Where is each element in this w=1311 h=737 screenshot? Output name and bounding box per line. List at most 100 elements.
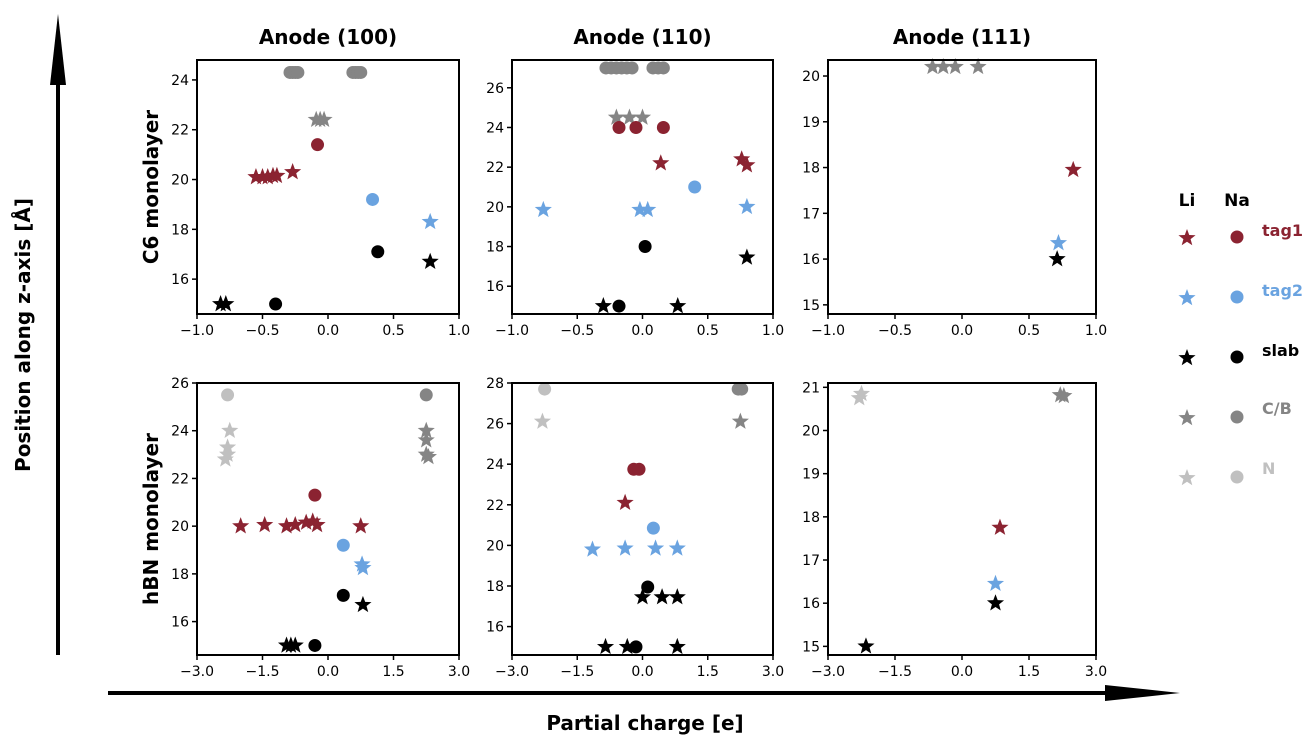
x-tick-label: 3.0 — [762, 664, 784, 680]
data-point-star — [946, 57, 964, 75]
data-point-star — [247, 168, 265, 185]
data-point-star — [738, 197, 756, 215]
y-tick-label: 18 — [802, 161, 820, 177]
data-point-star — [1049, 234, 1068, 251]
data-point-star — [219, 445, 237, 462]
data-point-star — [850, 389, 868, 406]
data-point-star — [646, 539, 665, 556]
data-point-star — [991, 518, 1009, 535]
data-point-circle — [688, 180, 702, 194]
data-point-star — [633, 588, 652, 605]
x-tick-label: 0.5 — [697, 323, 719, 339]
data-point-star — [653, 588, 671, 605]
y-tick-label: 18 — [171, 222, 189, 238]
legend-circle-marker — [1230, 350, 1244, 364]
y-tick-label: 24 — [171, 424, 189, 440]
column-titles: Anode (100) Anode (110) Anode (111) — [259, 25, 1031, 49]
panel: −3.0 −1.5 0.0 1.5 3.0 16 18 20 22 24 26 — [171, 376, 470, 680]
data-point-star — [852, 384, 871, 402]
column-title: Anode (100) — [259, 25, 397, 49]
panel-frame — [827, 382, 1097, 656]
y-tick-label: 26 — [486, 417, 504, 433]
column-title: Anode (111) — [893, 25, 1031, 49]
data-point-star — [259, 168, 277, 185]
y-tick-label: 19 — [802, 467, 820, 483]
x-tick-label: −1.5 — [560, 664, 594, 680]
legend-label: C/B — [1262, 399, 1292, 418]
data-point-star — [923, 57, 942, 75]
data-point-star — [304, 512, 322, 529]
data-point-star — [738, 156, 756, 173]
y-tick-label: 20 — [171, 173, 189, 189]
y-tick-label: 20 — [802, 69, 820, 85]
panel-frame — [511, 382, 774, 656]
data-point-circle — [336, 538, 350, 552]
data-point-star — [284, 163, 302, 180]
data-point-star — [216, 450, 234, 467]
legend-circle-marker — [1230, 410, 1244, 424]
data-point-star — [421, 252, 439, 269]
panel: −3.0 −1.5 0.0 1.5 3.0 16 18 20 22 24 26 28 — [486, 376, 784, 680]
y-tick-label: 18 — [486, 240, 504, 256]
y-tick-label: 28 — [486, 376, 504, 392]
data-point-star — [534, 200, 552, 218]
data-point-star — [354, 558, 372, 576]
data-point-circle — [625, 61, 639, 75]
panel-frame — [196, 59, 460, 315]
y-tick-label: 20 — [802, 423, 820, 439]
y-tick-label: 26 — [486, 81, 504, 97]
legend-label: N — [1262, 459, 1275, 478]
data-point-circle — [646, 521, 660, 535]
x-tick-label: −3.0 — [811, 664, 845, 680]
row-title: hBN monolayer — [139, 433, 163, 605]
data-point-circle — [612, 120, 626, 134]
data-point-star — [417, 421, 435, 438]
legend-star-marker — [1178, 289, 1196, 306]
y-tick-label: 18 — [171, 567, 189, 583]
panel: −1.0 −0.5 0.0 0.5 1.0 16 18 20 22 24 26 — [486, 59, 784, 339]
x-axis-arrow — [108, 685, 1180, 701]
x-tick-label: 0.0 — [631, 323, 653, 339]
data-point-star — [1064, 160, 1082, 178]
legend-circle-marker — [1230, 470, 1244, 484]
y-tick-label: 16 — [171, 615, 189, 631]
x-tick-label: −1.0 — [811, 323, 845, 339]
data-point-star — [1048, 250, 1066, 267]
x-tick-label: 0.5 — [1018, 323, 1040, 339]
x-tick-label: 1.5 — [697, 664, 719, 680]
x-tick-label: 0.0 — [951, 664, 973, 680]
data-point-star — [421, 212, 439, 230]
x-tick-label: −1.5 — [878, 664, 912, 680]
x-tick-label: 1.0 — [762, 323, 784, 339]
data-point-circle — [629, 640, 643, 654]
data-point-circle — [612, 299, 626, 313]
data-point-circle — [371, 245, 385, 259]
data-point-star — [594, 297, 612, 314]
data-point-star — [583, 540, 602, 557]
data-point-circle — [311, 138, 325, 152]
data-point-star — [669, 297, 687, 314]
y-tick-label: 18 — [802, 510, 820, 526]
x-tick-label: 1.0 — [448, 323, 470, 339]
data-point-circle — [354, 65, 368, 79]
y-tick-label: 20 — [486, 538, 504, 554]
data-point-circle — [366, 192, 380, 206]
data-point-star — [533, 412, 552, 429]
data-point-star — [607, 108, 625, 125]
data-point-star — [315, 110, 333, 128]
y-tick-label: 16 — [802, 596, 820, 612]
data-point-star — [616, 493, 634, 511]
y-tick-label: 15 — [802, 298, 820, 314]
x-tick-label: 0.0 — [317, 323, 339, 339]
y-tick-label: 16 — [486, 279, 504, 295]
data-point-star — [986, 594, 1005, 611]
data-point-star — [668, 539, 686, 556]
data-point-circle — [419, 388, 433, 402]
data-point-star — [277, 517, 296, 534]
legend: Li Na tag1 tag2 slab C/B N — [1178, 191, 1303, 486]
data-point-star — [857, 637, 875, 654]
x-tick-label: −3.0 — [495, 664, 529, 680]
data-point-star — [297, 513, 315, 530]
data-point-circle — [269, 297, 283, 311]
y-tick-label: 24 — [486, 120, 504, 136]
